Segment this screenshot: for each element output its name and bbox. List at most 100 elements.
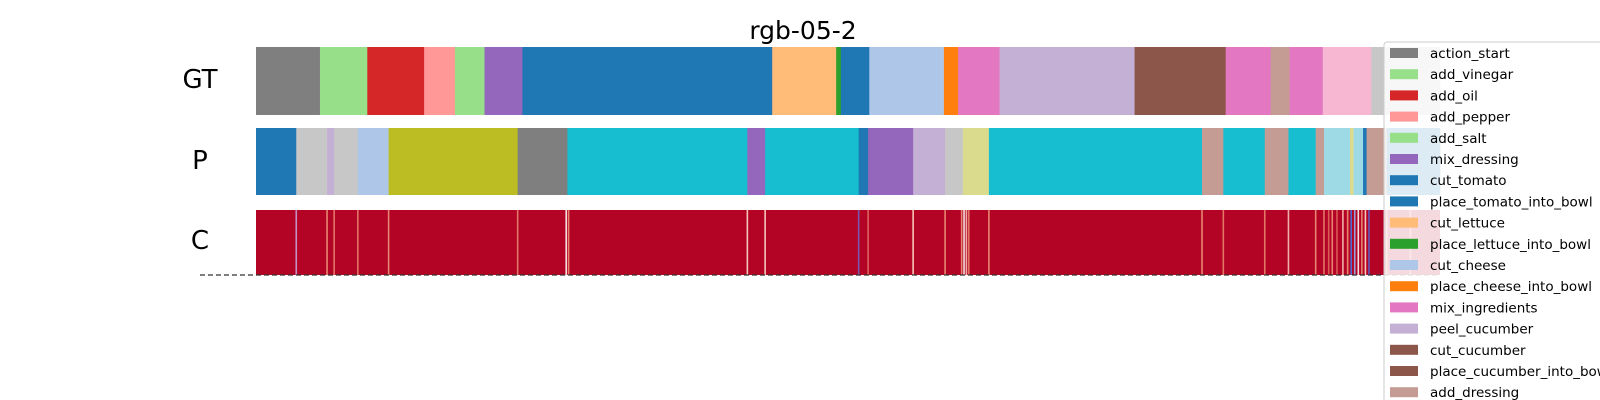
c-streak-18 [988,210,990,275]
legend-swatch [1390,132,1418,143]
legend-item: place_cheese_into_bowl [1390,279,1592,295]
legend-item: cut_cheese [1390,258,1506,274]
legend-label: mix_dressing [1430,152,1519,168]
p-segment-19 [1288,128,1317,195]
legend-label: peel_cucumber [1430,322,1534,338]
c-streak-5 [516,210,519,275]
legend-label: cut_lettuce [1430,216,1505,232]
c-streak-29 [1346,210,1349,275]
gt-segment-11 [943,47,959,115]
c-streak-20 [1222,210,1225,275]
legend-item: cut_cucumber [1390,343,1526,359]
legend-label: cut_tomato [1430,173,1507,189]
p-segment-2 [327,128,335,195]
legend-item: place_lettuce_into_bowl [1390,237,1591,253]
c-row [256,210,1440,275]
legend: action_start add_vinegar add_oil add_pepper… [1383,41,1600,400]
p-segment-6 [517,128,568,195]
p-segment-9 [765,128,860,195]
legend-swatch [1390,111,1418,122]
gt-segment-0 [256,47,321,115]
legend-label: cut_cucumber [1430,343,1526,359]
c-streak-6 [565,210,568,275]
c-streak-9 [764,210,766,275]
legend-swatch [1390,69,1418,80]
c-streak-23 [1314,210,1317,275]
c-streak-35 [1368,210,1370,275]
p-segment-15 [988,128,1203,195]
gt-segment-15 [1225,47,1272,115]
c-streak-13 [944,210,946,275]
c-streak-17 [967,210,970,275]
legend-label: cut_cheese [1430,258,1506,274]
c-streak-21 [1263,210,1266,275]
legend-swatch [1390,175,1418,186]
gt-segment-7 [772,47,837,115]
legend-frame [1383,41,1600,400]
legend-label: place_lettuce_into_bowl [1430,237,1591,253]
legend-label: add_vinegar [1430,67,1514,83]
legend-item: cut_tomato [1390,173,1507,189]
row-label-p: P [192,146,208,176]
c-streak-7 [567,210,570,275]
legend-item: place_tomato_into_bowl [1390,194,1593,210]
legend-label: add_oil [1430,88,1478,104]
legend-swatch [1390,260,1418,270]
c-streak-11 [867,210,869,275]
c-streak-3 [357,210,359,275]
legend-label: add_salt [1430,131,1487,147]
legend-swatch [1390,217,1418,228]
legend-swatch [1390,323,1418,334]
gt-segment-9 [840,47,870,115]
legend-swatch [1390,366,1418,376]
legend-swatch [1390,154,1418,164]
legend-swatch [1390,344,1418,355]
gt-segment-3 [424,47,456,115]
p-segment-23 [1353,128,1364,195]
gt-segment-8 [836,47,842,115]
legend-label: action_start [1430,46,1510,62]
c-streak-24 [1323,210,1325,275]
legend-swatch [1390,281,1418,292]
p-segment-25 [1366,128,1388,195]
gt-segment-6 [522,47,773,115]
c-base [256,210,1440,275]
p-segment-0 [256,128,297,195]
gt-segment-13 [999,47,1135,115]
c-streak-0 [295,210,298,275]
gt-segment-12 [958,47,1000,115]
p-segment-12 [913,128,946,195]
legend-item: add_dressing [1390,385,1519,400]
p-segment-20 [1315,128,1325,195]
row-label-gt: GT [182,65,217,95]
c-streak-2 [333,210,335,275]
p-segment-14 [962,128,990,195]
p-segment-4 [357,128,389,195]
legend-swatch [1390,387,1418,398]
c-streak-34 [1364,210,1367,275]
gt-segment-2 [367,47,425,115]
c-streak-33 [1361,210,1363,275]
legend-label: place_cucumber_into_bowl [1430,364,1600,380]
p-segment-10 [858,128,869,195]
p-segment-8 [747,128,766,195]
p-segment-11 [868,128,914,195]
legend-label: place_cheese_into_bowl [1430,279,1592,295]
c-streak-28 [1342,210,1344,275]
gt-segment-10 [869,47,945,115]
legend-swatch [1390,90,1418,101]
gt-segment-1 [319,47,368,115]
legend-item: peel_cucumber [1390,322,1534,338]
legend-item: add_salt [1390,131,1487,147]
c-streak-27 [1336,210,1338,275]
row-labels: GT P C [182,65,217,256]
p-segment-21 [1323,128,1351,195]
legend-swatch [1390,238,1418,249]
c-streak-14 [960,210,963,275]
gt-segment-4 [454,47,485,115]
legend-item: add_oil [1390,88,1478,104]
legend-swatch [1390,48,1418,58]
c-streak-22 [1287,210,1290,275]
c-streak-26 [1331,210,1334,275]
